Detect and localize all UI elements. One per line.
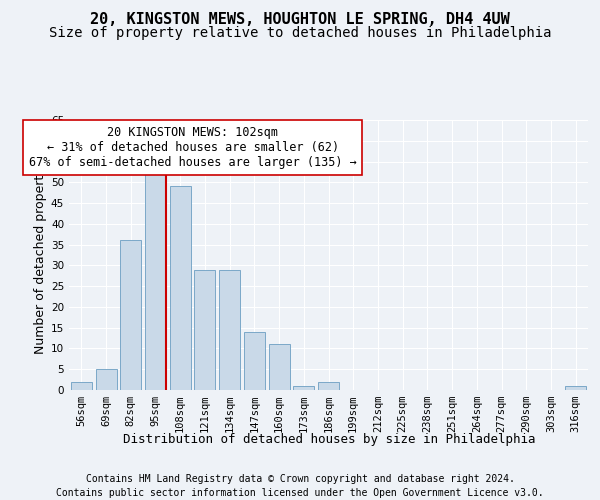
- Bar: [219, 270, 240, 390]
- Bar: [120, 240, 141, 390]
- Text: Contains HM Land Registry data © Crown copyright and database right 2024.: Contains HM Land Registry data © Crown c…: [86, 474, 514, 484]
- Bar: [71, 382, 92, 390]
- Bar: [95, 369, 116, 390]
- Text: Distribution of detached houses by size in Philadelphia: Distribution of detached houses by size …: [122, 432, 535, 446]
- Bar: [145, 174, 166, 390]
- Text: Contains public sector information licensed under the Open Government Licence v3: Contains public sector information licen…: [56, 488, 544, 498]
- Bar: [565, 386, 586, 390]
- Text: Size of property relative to detached houses in Philadelphia: Size of property relative to detached ho…: [49, 26, 551, 40]
- Bar: [244, 332, 265, 390]
- Bar: [318, 382, 339, 390]
- Bar: [293, 386, 314, 390]
- Bar: [170, 186, 191, 390]
- Text: 20 KINGSTON MEWS: 102sqm
← 31% of detached houses are smaller (62)
67% of semi-d: 20 KINGSTON MEWS: 102sqm ← 31% of detach…: [29, 126, 356, 169]
- Bar: [269, 344, 290, 390]
- Bar: [194, 270, 215, 390]
- Y-axis label: Number of detached properties: Number of detached properties: [34, 156, 47, 354]
- Text: 20, KINGSTON MEWS, HOUGHTON LE SPRING, DH4 4UW: 20, KINGSTON MEWS, HOUGHTON LE SPRING, D…: [90, 12, 510, 28]
